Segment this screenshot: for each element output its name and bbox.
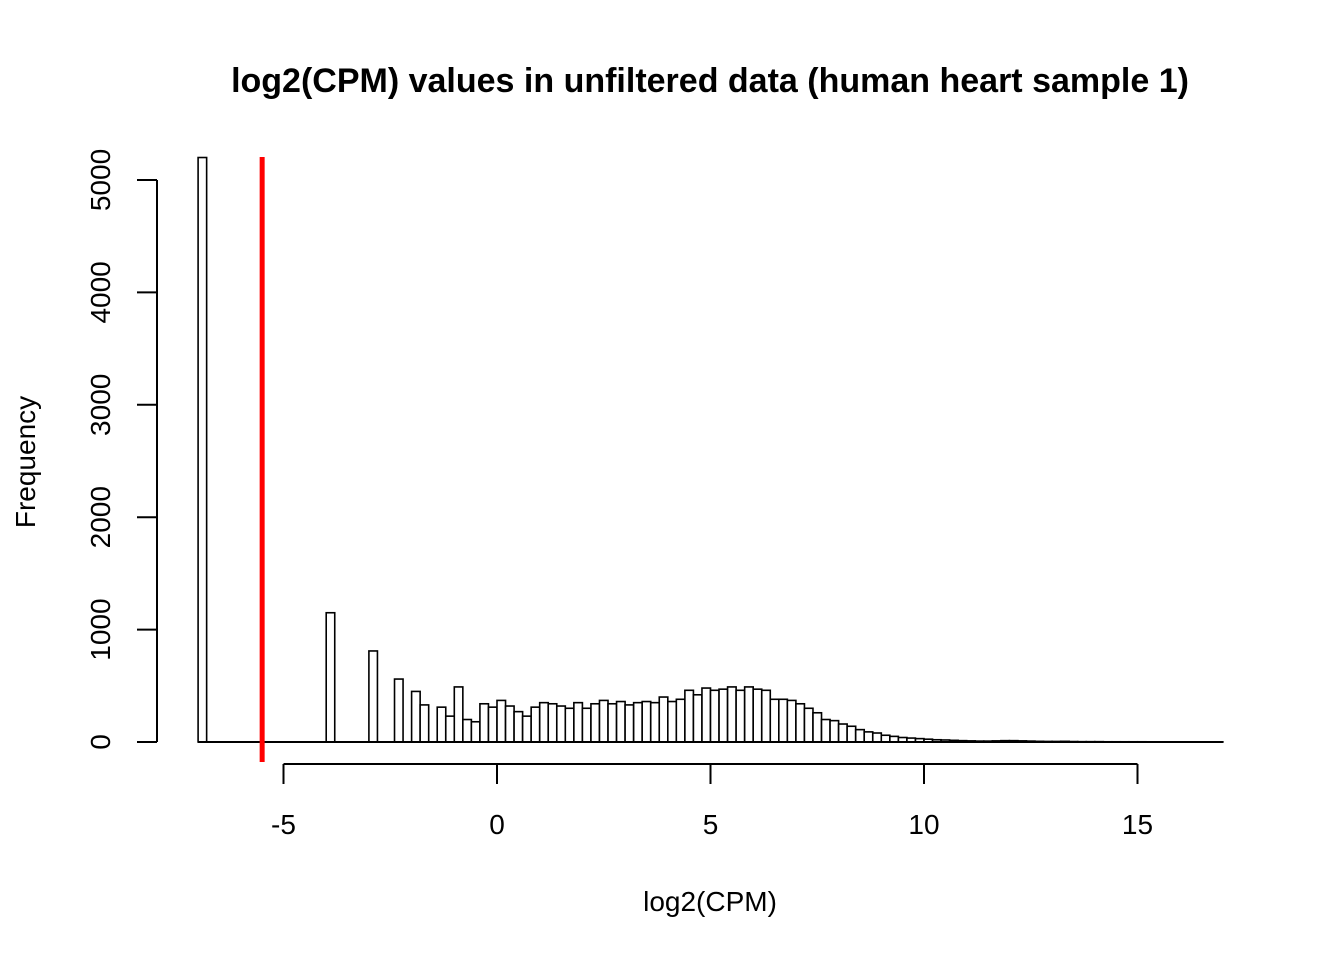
histogram-bar (854, 728, 866, 743)
x-tick-label: 15 (1122, 809, 1153, 840)
histogram-bars (197, 156, 1224, 743)
histogram-bar (444, 715, 456, 743)
y-tick-label: 2000 (85, 486, 116, 548)
histogram-bar (470, 720, 481, 743)
y-tick-label: 1000 (85, 598, 116, 660)
histogram-bar (718, 688, 729, 743)
x-tick-label: 5 (703, 809, 719, 840)
histogram-bar (504, 705, 515, 743)
histogram-bar (692, 693, 703, 743)
x-axis-label: log2(CPM) (643, 886, 777, 917)
histogram-bar (726, 686, 737, 743)
histogram-bar (786, 699, 797, 743)
histogram-bar (521, 715, 532, 743)
histogram-bar (837, 723, 848, 743)
histogram-bar (624, 704, 635, 743)
histogram-bar (615, 700, 626, 743)
histogram-bar (419, 704, 430, 743)
histogram-bar (880, 734, 891, 743)
histogram-bar (752, 688, 763, 743)
histogram-bar (368, 650, 379, 743)
y-tick-label: 5000 (85, 149, 116, 211)
histogram-bar (735, 689, 746, 743)
histogram-bar (513, 710, 524, 743)
histogram-bar (863, 731, 874, 743)
histogram-bar (701, 687, 712, 743)
histogram-bar (573, 701, 584, 743)
histogram-bar (564, 707, 575, 743)
histogram-bar (410, 690, 421, 743)
histogram-bar (496, 699, 507, 743)
histogram-bar (547, 702, 558, 743)
histogram-bar (479, 702, 490, 743)
histogram-bar (675, 698, 686, 743)
histogram-bar (820, 718, 831, 743)
histogram-bar (581, 707, 592, 743)
histogram-bar (649, 701, 661, 743)
histogram-bar (607, 702, 618, 743)
histogram-bar (393, 678, 404, 743)
histogram-bar (658, 696, 669, 743)
histogram-bar (778, 698, 789, 743)
histogram-bar (530, 706, 541, 743)
histogram-bar (538, 701, 550, 743)
histogram-bar (487, 706, 498, 743)
y-axis: 0 1000 2000 3000 4000 5000 (85, 149, 158, 750)
histogram-bar (436, 706, 447, 743)
histogram-bar (709, 689, 720, 743)
x-tick-label: -5 (271, 809, 296, 840)
y-tick-label: 3000 (85, 374, 116, 436)
histogram-bar (666, 700, 678, 743)
histogram-bar (760, 689, 772, 743)
histogram-bar (325, 611, 336, 743)
y-tick-label: 0 (85, 734, 116, 750)
histogram-bar (743, 686, 754, 743)
histogram-bar (453, 686, 464, 743)
histogram-bar (462, 718, 473, 743)
y-tick-label: 4000 (85, 261, 116, 323)
histogram-bar (769, 698, 780, 743)
histogram-bar (803, 707, 814, 743)
histogram-bar (846, 725, 857, 743)
histogram-bar (795, 702, 806, 743)
x-tick-label: 10 (908, 809, 939, 840)
histogram-bar (632, 701, 643, 743)
y-axis-label: Frequency (10, 396, 41, 528)
x-axis: -5 0 5 10 15 (271, 763, 1153, 840)
histogram-bar (871, 732, 883, 743)
histogram-bar (590, 702, 601, 743)
histogram-bar (829, 719, 840, 743)
histogram-bar (598, 699, 609, 743)
histogram-bar (555, 705, 567, 743)
histogram-bar (197, 156, 208, 743)
histogram-bar (641, 700, 652, 743)
x-tick-label: 0 (489, 809, 505, 840)
chart-title: log2(CPM) values in unfiltered data (hum… (231, 62, 1189, 100)
histogram-bar (684, 689, 695, 743)
histogram-bar (812, 711, 823, 743)
